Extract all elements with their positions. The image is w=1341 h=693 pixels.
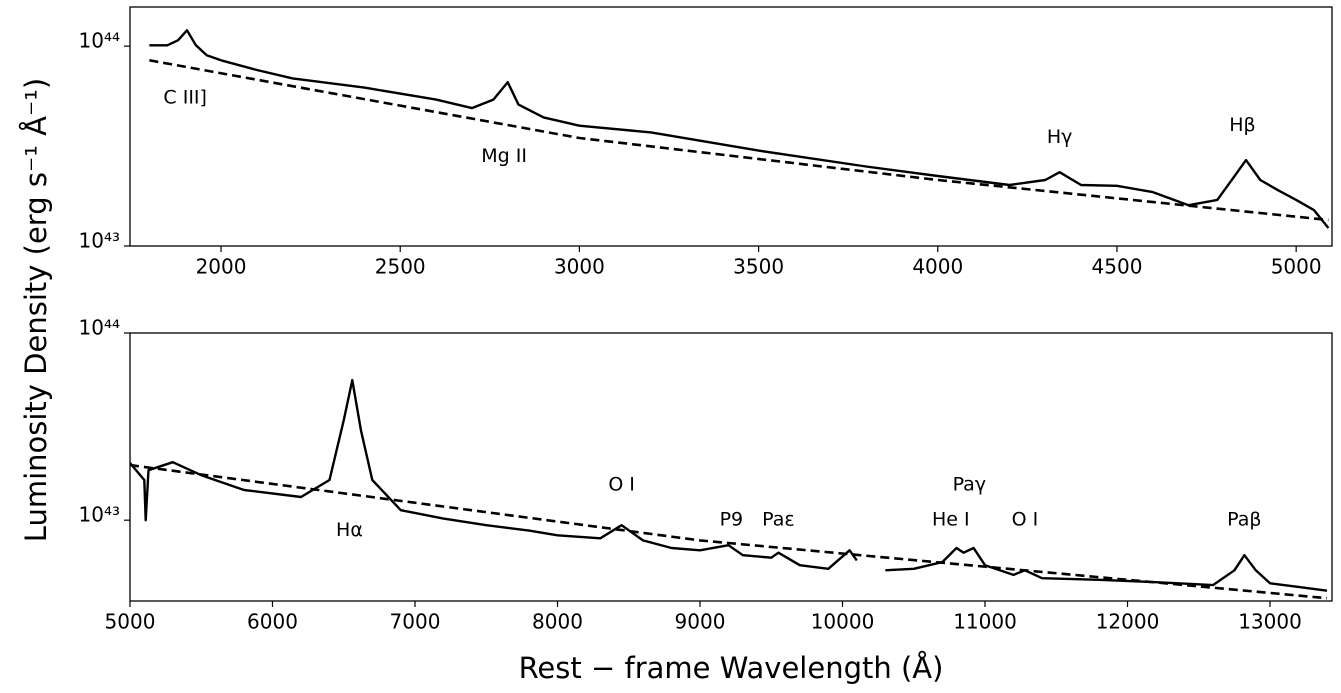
x-tick-label: 11000 [953, 610, 1017, 634]
y-tick-label: 10⁴⁴ [79, 316, 120, 340]
x-tick-label: 13000 [1238, 610, 1302, 634]
x-axis-label: Rest − frame Wavelength (Å) [519, 651, 944, 685]
line-annotation: C III] [163, 87, 207, 109]
line-annotation: O I [608, 474, 635, 496]
line-annotation: Paγ [953, 474, 987, 496]
x-tick-label: 8000 [532, 610, 583, 634]
x-tick-label: 10000 [811, 610, 875, 634]
plot-frame [129, 332, 1333, 602]
spectrum-line [885, 546, 1328, 592]
x-tick-label: 3500 [733, 255, 784, 279]
line-annotation: P9 [720, 509, 744, 531]
x-tick-label: 4500 [1092, 255, 1143, 279]
plot-frame [129, 6, 1333, 247]
x-tick-label: 12000 [1096, 610, 1160, 634]
line-annotation: Paβ [1227, 509, 1261, 531]
x-tick-label: 3000 [554, 255, 605, 279]
spectrum-line [130, 378, 858, 570]
x-tick-label: 9000 [675, 610, 726, 634]
x-tick-label: 2500 [375, 255, 426, 279]
continuum-line [149, 59, 1329, 222]
line-annotation: He I [932, 509, 970, 531]
line-annotation: Hγ [1047, 126, 1073, 148]
y-axis-label: Luminosity Density (erg s⁻¹ Å⁻¹) [19, 78, 53, 542]
x-tick-label: 4000 [912, 255, 963, 279]
x-tick-label: 6000 [247, 610, 298, 634]
spectrum-line [149, 29, 1330, 229]
line-annotation: O I [1012, 509, 1039, 531]
y-tick-label: 10⁴³ [79, 503, 120, 527]
y-tick-label: 10⁴³ [79, 229, 120, 253]
line-annotation: Mg II [481, 145, 527, 167]
line-annotation: Hβ [1229, 114, 1255, 136]
continuum-line [130, 463, 1328, 600]
line-annotation: Paε [762, 509, 795, 531]
x-tick-label: 2000 [196, 255, 247, 279]
x-tick-label: 5000 [1271, 255, 1322, 279]
x-tick-label: 7000 [390, 610, 441, 634]
line-annotation: Hα [336, 519, 363, 541]
x-tick-label: 5000 [105, 610, 156, 634]
y-tick-label: 10⁴⁴ [79, 29, 120, 53]
